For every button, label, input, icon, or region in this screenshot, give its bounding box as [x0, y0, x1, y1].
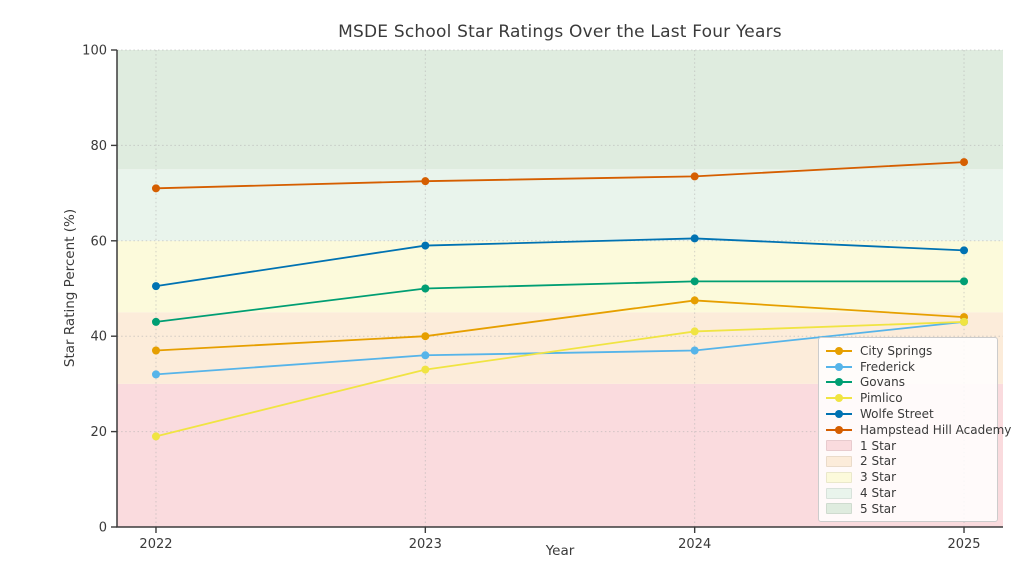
legend-item-4-star: 4 Star [826, 485, 990, 501]
x-tick-label: 2022 [139, 537, 172, 552]
legend-item-label: 5 Star [860, 501, 897, 516]
legend-item-label: Wolfe Street [860, 407, 934, 422]
legend-line-swatch [826, 393, 852, 403]
legend-patch-swatch [826, 503, 852, 515]
legend-item-label: Govans [860, 375, 905, 390]
series-marker-city-springs [690, 296, 699, 305]
series-marker-pimlico [960, 317, 969, 326]
y-tick-label: 60 [90, 234, 107, 249]
y-tick-label: 100 [82, 44, 107, 59]
y-tick-label: 40 [90, 330, 107, 345]
series-line-wolfe-street [155, 237, 965, 288]
series-marker-pimlico [421, 365, 430, 374]
legend-item-label: 3 Star [860, 470, 897, 485]
series-marker-govans [421, 284, 430, 293]
legend-item-label: 1 Star [860, 438, 897, 453]
legend-item-label: Frederick [860, 359, 915, 374]
legend-item-label: City Springs [860, 343, 933, 358]
series-marker-frederick [151, 370, 160, 379]
legend-item-5-star: 5 Star [826, 501, 990, 517]
y-tick-label: 0 [99, 521, 107, 536]
legend-line-swatch [826, 377, 852, 387]
x-tick-label: 2023 [409, 537, 442, 552]
y-tick-label: 80 [90, 139, 107, 154]
legend-item-2-star: 2 Star [826, 454, 990, 470]
legend-item-label: 2 Star [860, 454, 897, 469]
legend-line-swatch [826, 346, 852, 356]
series-marker-hampstead-hill-academy [960, 158, 969, 167]
legend-patch-swatch [826, 455, 852, 467]
series-marker-pimlico [151, 432, 160, 441]
x-axis-label: Year [545, 543, 575, 559]
legend-item-wolfe-street: Wolfe Street [826, 406, 990, 422]
legend-item-frederick: Frederick [826, 359, 990, 375]
series-line-frederick [155, 320, 965, 376]
legend: City Springs Frederick Govans Pimlico Wolfe … [818, 337, 1011, 522]
series-marker-hampstead-hill-academy [690, 172, 699, 181]
series-marker-frederick [421, 351, 430, 360]
series-marker-govans [960, 277, 969, 286]
series-line-hampstead-hill-academy [155, 161, 965, 190]
band-3-star [117, 240, 1003, 313]
y-tick-label: 20 [90, 425, 107, 440]
legend-item-1-star: 1 Star [826, 438, 990, 454]
series-marker-city-springs [421, 332, 430, 341]
legend-line-swatch [826, 362, 852, 372]
band-5-star [117, 50, 1003, 170]
series-line-city-springs [155, 299, 965, 352]
legend-item-label: Hampstead Hill Academy [860, 422, 1012, 437]
legend-item-city-springs: City Springs [826, 343, 990, 359]
series-marker-hampstead-hill-academy [421, 177, 430, 186]
series-marker-pimlico [690, 327, 699, 336]
series-marker-wolfe-street [151, 282, 160, 291]
chart-title: MSDE School Star Ratings Over the Last F… [338, 22, 782, 42]
x-tick-label: 2024 [678, 537, 711, 552]
legend-item-hampstead-hill-academy: Hampstead Hill Academy [826, 422, 1011, 438]
legend-item-3-star: 3 Star [826, 469, 990, 485]
legend-patch-swatch [826, 471, 852, 483]
band-4-star [117, 169, 1003, 241]
series-marker-city-springs [151, 346, 160, 355]
legend-line-swatch [826, 425, 852, 435]
legend-item-pimlico: Pimlico [826, 390, 990, 406]
legend-line-swatch [826, 409, 852, 419]
series-marker-govans [690, 277, 699, 286]
series-marker-wolfe-street [690, 234, 699, 243]
series-marker-frederick [690, 346, 699, 355]
legend-patch-swatch [826, 487, 852, 499]
x-tick-label: 2025 [947, 537, 980, 552]
series-line-govans [155, 280, 965, 323]
legend-item-label: Pimlico [860, 391, 903, 406]
series-marker-govans [151, 317, 160, 326]
legend-item-govans: Govans [826, 375, 990, 391]
legend-item-label: 4 Star [860, 486, 897, 501]
series-line-pimlico [155, 320, 965, 438]
series-marker-hampstead-hill-academy [151, 184, 160, 193]
legend-patch-swatch [826, 440, 852, 452]
series-marker-wolfe-street [421, 241, 430, 250]
series-marker-wolfe-street [960, 246, 969, 255]
